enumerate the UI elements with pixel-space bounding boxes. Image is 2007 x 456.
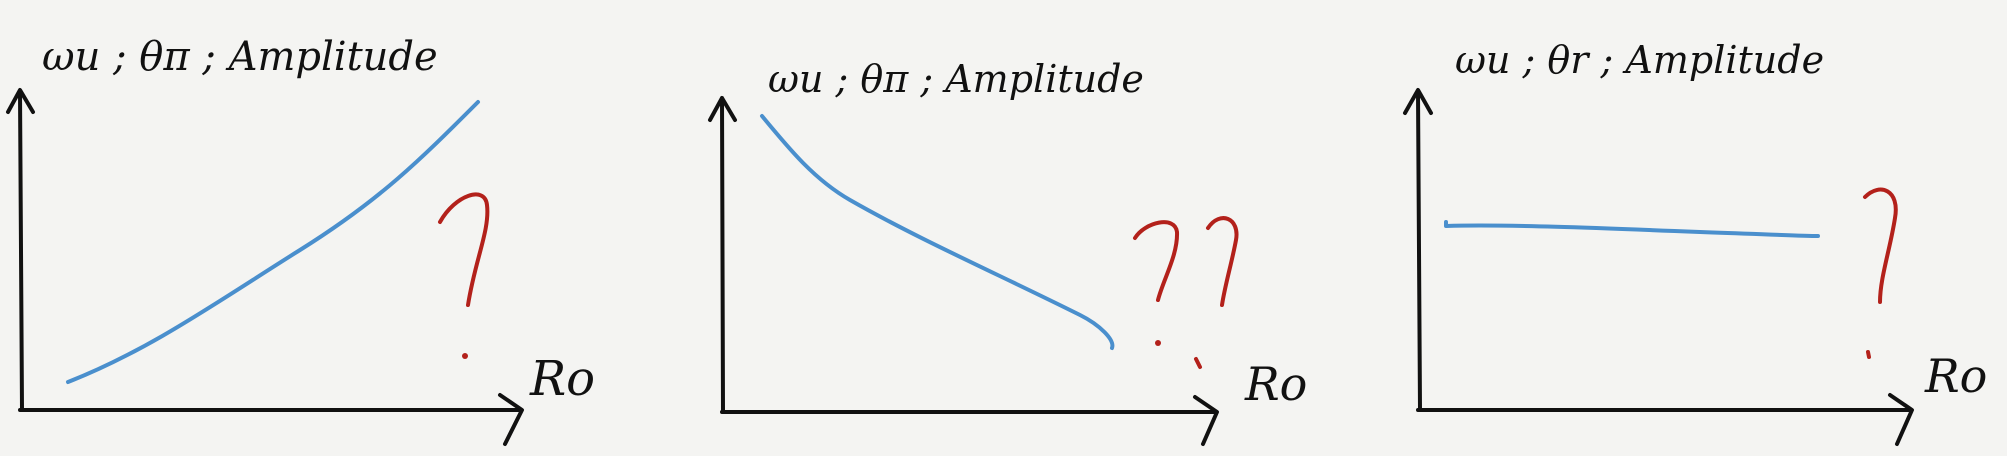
- panel-3-y-axis: [1403, 88, 1433, 412]
- panel-1-x-axis: [18, 393, 524, 446]
- panel-3-y-axis-label: ωu ; θr ; Amplitude: [1455, 38, 1824, 82]
- panel-1-y-axis: [6, 88, 35, 412]
- panel-2: ωu ; θπ ; Amplitude Ro: [708, 57, 1307, 446]
- panel-3-question-mark: [1863, 187, 1898, 359]
- panel-2-x-axis-label: Ro: [1244, 357, 1307, 411]
- panel-1-y-axis-label: ωu ; θπ ; Amplitude: [42, 34, 438, 80]
- panel-1-x-axis-label: Ro: [529, 351, 595, 407]
- panel-3-curve: [1444, 220, 1820, 238]
- panel-3-x-axis: [1416, 393, 1914, 446]
- panel-2-curve: [760, 114, 1115, 350]
- panel-1: ωu ; θπ ; Amplitude Ro: [6, 34, 595, 446]
- panel-2-x-axis: [720, 395, 1219, 446]
- panel-2-question-marks: [1133, 216, 1239, 369]
- panel-1-curve: [66, 100, 480, 384]
- panel-3: ωu ; θr ; Amplitude Ro: [1403, 38, 1987, 446]
- panel-2-y-axis: [708, 96, 737, 414]
- panel-1-question-mark: [438, 192, 490, 359]
- panel-3-x-axis-label: Ro: [1924, 349, 1987, 403]
- panel-2-y-axis-label: ωu ; θπ ; Amplitude: [768, 57, 1144, 101]
